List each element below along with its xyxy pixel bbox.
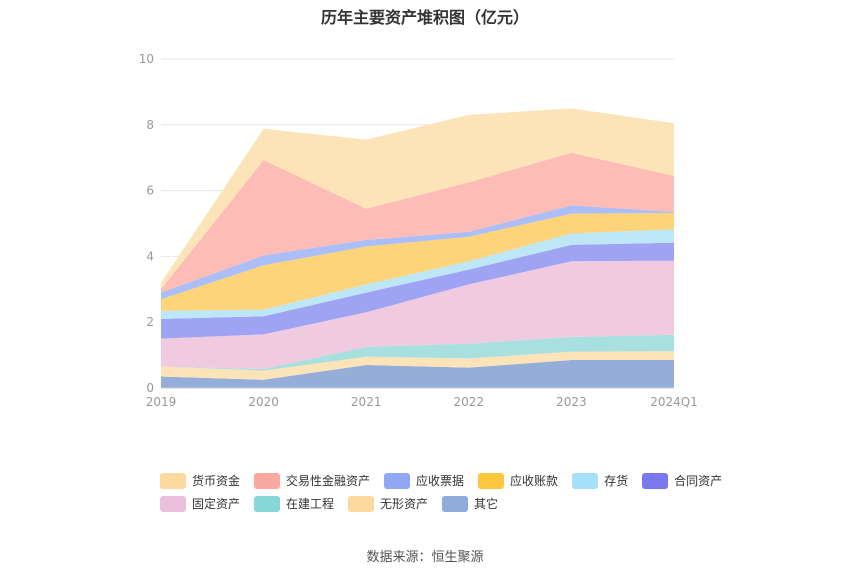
legend-item[interactable]: 货币资金 [160,472,240,489]
y-tick-label: 8 [146,118,154,132]
area-series-8 [161,152,674,293]
legend-item[interactable]: 应收账款 [478,472,558,489]
legend-label: 应收账款 [510,474,559,488]
area-series-1 [161,351,674,380]
stacked-area-chart: 0 2 4 6 8 10 2019 2020 2021 2022 2023 2024Q1 [139,52,698,409]
legend-item[interactable]: 其它 [442,495,498,512]
legend-swatch [478,472,505,489]
legend-label: 货币资金 [192,474,241,488]
y-tick-labels: 0 2 4 6 8 10 [139,52,154,395]
legend-swatch [572,472,599,489]
legend-row: 货币资金 交易性金融资产 应收票据 应收账款 存货 合同资产 [160,472,722,489]
legend-swatch [254,472,281,489]
legend-item[interactable]: 交易性金融资产 [254,472,370,489]
legend-row: 固定资产 在建工程 无形资产 其它 [160,495,720,512]
area-series-9 [161,108,674,290]
legend-swatch [642,472,669,489]
legend-item[interactable]: 固定资产 [160,495,240,512]
legend-label: 存货 [604,474,629,488]
y-tick-label: 10 [139,52,154,66]
legend-label: 在建工程 [286,497,335,511]
legend-label: 其它 [474,497,499,511]
area-series-0 [161,360,674,388]
y-tick-label: 6 [146,184,154,198]
legend-label: 交易性金融资产 [286,474,371,488]
y-tick-label: 2 [146,315,154,329]
legend-swatch [442,495,469,512]
legend-item[interactable]: 合同资产 [642,472,722,489]
x-tick-labels: 2019 2020 2021 2022 2023 2024Q1 [146,395,698,409]
legend-label: 合同资产 [674,474,723,488]
area-series-6 [161,213,674,311]
x-tick-label: 2020 [248,395,279,409]
area-series-2 [161,334,674,371]
legend-swatch [348,495,375,512]
area-series [161,108,674,388]
x-tick-label: 2022 [454,395,485,409]
area-series-5 [161,229,674,319]
area-series-3 [161,260,674,369]
legend-swatch [384,472,411,489]
y-tick-label: 0 [146,381,154,395]
x-tick-label: 2021 [351,395,382,409]
x-tick-label: 2019 [146,395,177,409]
legend-item[interactable]: 在建工程 [254,495,334,512]
legend-item[interactable]: 应收票据 [384,472,464,489]
x-tick-label: 2024Q1 [650,395,698,409]
legend-swatch [160,472,186,489]
legend-swatch [160,495,186,512]
legend-label: 应收票据 [416,474,465,488]
legend-swatch [254,495,281,512]
area-series-4 [161,242,674,339]
chart-title: 历年主要资产堆积图（亿元） [320,8,529,27]
legend-item[interactable]: 存货 [572,472,628,489]
legend: 货币资金 交易性金融资产 应收票据 应收账款 存货 合同资产固定资产 在建工程 无形资产 其它 [160,472,722,518]
data-source: 数据来源：恒生聚源 [366,550,484,565]
legend-item[interactable]: 无形资产 [348,495,428,512]
x-tick-label: 2023 [556,395,587,409]
legend-label: 固定资产 [192,497,241,511]
y-tick-label: 4 [146,249,154,263]
legend-label: 无形资产 [380,497,429,511]
